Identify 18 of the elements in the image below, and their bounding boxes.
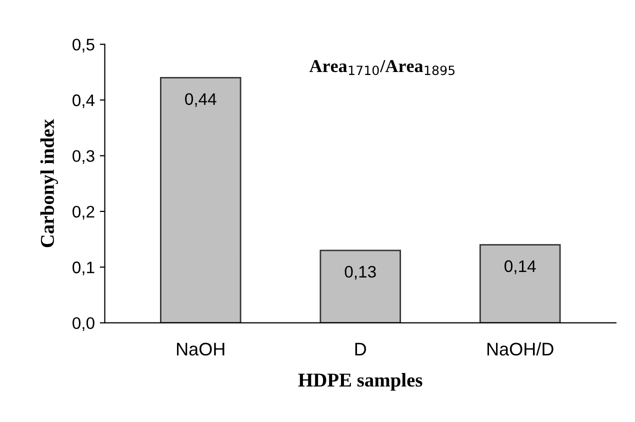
bar [479, 244, 561, 323]
y-tick-label: 0,5 [72, 38, 94, 52]
x-tick-label: D [355, 342, 366, 356]
y-tick-label: 0,1 [72, 262, 94, 276]
data-label: 0,44 [185, 93, 216, 107]
bar [320, 250, 401, 323]
y-tick-label: 0,2 [72, 206, 94, 220]
y-tick-label: 0,4 [72, 94, 95, 108]
y-tick-label: 0,0 [72, 317, 94, 331]
y-tick-label: 0,3 [72, 150, 94, 164]
x-tick-label: NaOH [177, 342, 224, 356]
y-axis-title: Carbonyl index [40, 119, 58, 248]
x-tick-label: NaOH/D [487, 342, 554, 356]
data-label: 0,13 [344, 266, 376, 280]
x-axis-title: HDPE samples [298, 372, 422, 391]
bar [160, 77, 242, 323]
data-label: 0,14 [504, 260, 536, 274]
annotation: Area$_{1710}$/Area$_{1895}$ [309, 60, 455, 76]
